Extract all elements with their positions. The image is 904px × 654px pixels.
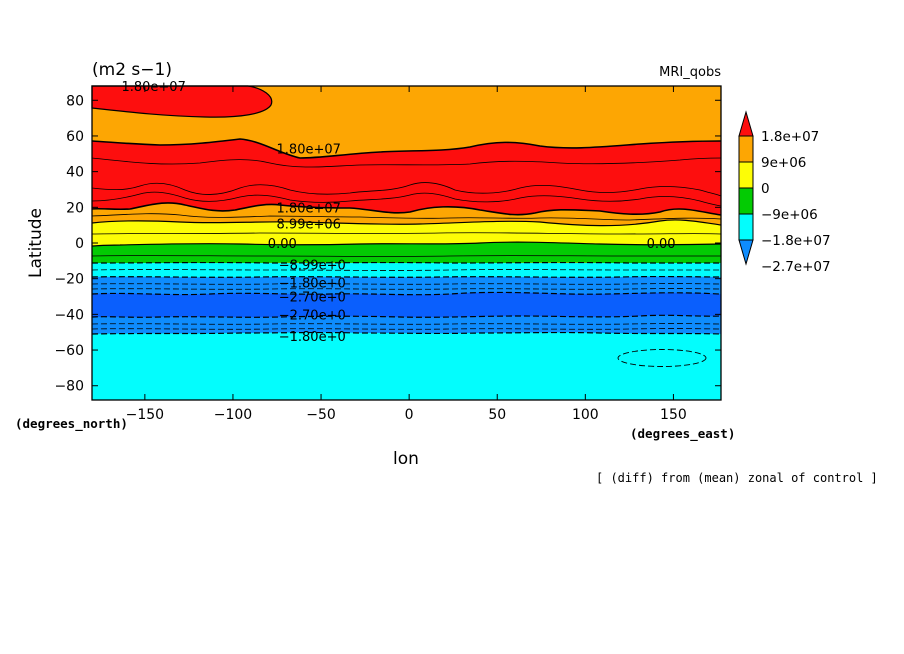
contour-line xyxy=(91,213,722,221)
contour-line xyxy=(91,157,722,168)
fill-green-band xyxy=(92,242,721,264)
colorbar-label: −1.8e+07 xyxy=(761,233,831,249)
contour-line xyxy=(91,138,722,159)
contour-line xyxy=(91,232,722,235)
contour-line xyxy=(91,182,722,197)
fill-darkblue-core xyxy=(92,292,721,318)
contour-line xyxy=(91,255,721,257)
contour-label: 8.99e+06 xyxy=(277,217,341,232)
y-axis-title: Latitude xyxy=(26,208,46,278)
footnote: [ (diff) from (mean) zonal of control ] xyxy=(596,471,878,485)
y-unit-label: (degrees_north) xyxy=(15,416,128,432)
x-tick-label: −150 xyxy=(126,407,164,423)
fill-cyan-lower xyxy=(92,332,721,400)
colorbar-segment xyxy=(738,187,754,215)
fill-red-band xyxy=(92,139,721,215)
contour-label: 0.00 xyxy=(647,237,676,252)
x-tick-label: 50 xyxy=(488,407,506,423)
contour-lines-negative xyxy=(91,261,722,367)
x-tick-label: −100 xyxy=(214,407,252,423)
title-model: MRI_qobs xyxy=(659,65,721,80)
plot-area: 1.80e+071.80e+071.80e+078.99e+060.00 0.00… xyxy=(91,80,722,401)
y-tick-label: −80 xyxy=(54,379,84,395)
y-tick-label: 0 xyxy=(75,236,84,252)
x-axis: −150 −100 −50 0 50 100 150 xyxy=(126,86,687,423)
contour-line xyxy=(91,283,722,285)
contour-line xyxy=(91,191,722,207)
contour-line xyxy=(91,331,722,335)
y-tick-label: 60 xyxy=(66,129,84,145)
colorbar: 1.8e+07 9e+06 0 −9e+06 −1.8e+07 −2.7e+07 xyxy=(738,110,831,275)
y-tick-label: −20 xyxy=(54,272,84,288)
x-axis-title: lon xyxy=(393,449,419,469)
contour-label: 1.80e+07 xyxy=(277,142,341,157)
colorbar-label: −9e+06 xyxy=(761,207,818,223)
x-tick-label: 150 xyxy=(660,407,687,423)
colorbar-label: −2.7e+07 xyxy=(761,259,831,275)
y-tick-label: 80 xyxy=(66,93,84,109)
colorbar-label: 1.8e+07 xyxy=(761,129,819,145)
x-unit-label: (degrees_east) xyxy=(630,426,735,442)
colorbar-label: 9e+06 xyxy=(761,155,806,171)
contour-line xyxy=(91,288,722,290)
contour-line xyxy=(91,202,722,216)
contour-label: 1.80e+07 xyxy=(277,201,341,216)
x-tick-label: 0 xyxy=(405,407,414,423)
y-tick-label: −40 xyxy=(54,307,84,323)
contour-ellipse xyxy=(617,349,707,367)
contour-label-layer: 1.80e+071.80e+071.80e+078.99e+060.00 0.00… xyxy=(121,80,675,345)
contour-line xyxy=(91,219,722,227)
y-axis: 80 60 40 20 0 −20 −40 −60 −80 xyxy=(54,93,721,395)
y-tick-label: 20 xyxy=(66,200,84,216)
contour-line xyxy=(91,314,722,318)
colorbar-label: 0 xyxy=(761,181,770,197)
contour-line xyxy=(91,323,722,325)
contour-label: −1.80e+0 xyxy=(279,276,346,291)
colorbar-arrow-top xyxy=(738,110,754,137)
contour-line xyxy=(91,291,722,296)
colorbar-arrow-bottom xyxy=(738,239,754,266)
fill-red-cap xyxy=(91,85,273,118)
y-tick-label: −60 xyxy=(54,343,84,359)
colorbar-segment xyxy=(738,161,754,189)
contour-line xyxy=(91,269,721,271)
title-units: (m2 s−1) xyxy=(92,60,172,80)
colorbar-segment xyxy=(738,135,754,163)
x-tick-label: 100 xyxy=(572,407,599,423)
contour-label: −8.99e+0 xyxy=(279,258,346,273)
contour-lines-positive xyxy=(91,138,722,257)
y-tick-label: 40 xyxy=(66,165,84,181)
contour-line xyxy=(91,275,722,278)
contour-line xyxy=(91,241,722,247)
contour-label: −1.80e+0 xyxy=(279,330,346,345)
x-tick-label: −50 xyxy=(306,407,336,423)
contour-label: 1.80e+07 xyxy=(121,80,185,95)
contour-label: −2.70e+0 xyxy=(279,291,346,306)
colorbar-segment xyxy=(738,213,754,241)
contour-line xyxy=(91,328,722,330)
fill-orange-band xyxy=(92,202,721,226)
contour-label: −2.70e+0 xyxy=(279,308,346,323)
contour-label: 0.00 xyxy=(268,237,297,252)
